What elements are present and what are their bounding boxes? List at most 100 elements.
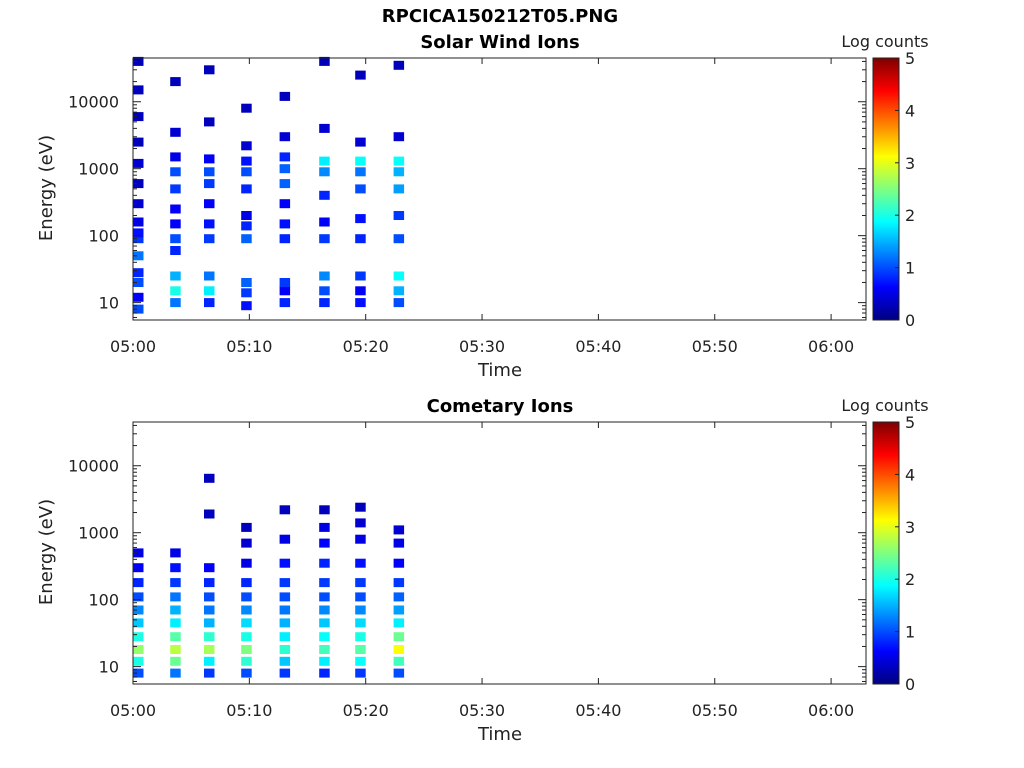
y-tick-label: 1000 <box>78 160 119 179</box>
data-cell <box>133 268 144 278</box>
data-cell <box>319 234 330 244</box>
data-cell <box>241 167 252 177</box>
colorbar-tick-label: 2 <box>905 206 915 225</box>
data-cell <box>241 522 252 532</box>
data-cell <box>241 605 252 615</box>
data-cell <box>393 167 405 177</box>
data-cell <box>204 578 215 588</box>
x-tick-label: 05:40 <box>575 337 621 356</box>
data-cell <box>355 156 366 166</box>
data-cell <box>355 645 366 654</box>
data-cell <box>355 184 366 194</box>
data-cell <box>133 618 144 628</box>
colorbar-gradient <box>872 421 900 685</box>
data-cell <box>170 234 181 244</box>
data-cell <box>355 271 366 281</box>
data-cell <box>204 632 215 642</box>
x-tick-label: 05:10 <box>226 701 272 720</box>
colorbar-tick-label: 5 <box>905 413 915 432</box>
data-cell <box>355 632 366 642</box>
data-cell <box>393 525 405 535</box>
panel-title: Cometary Ions <box>427 396 574 417</box>
data-cell <box>393 298 405 308</box>
data-cell <box>319 632 330 642</box>
data-cell <box>279 132 291 142</box>
data-cell <box>133 112 144 122</box>
spectrogram-plot: 05:00 05:10 05:20 05:30 05:40 05:50 06:00 10 100… <box>68 56 867 356</box>
data-cell <box>279 278 291 287</box>
data-cell <box>319 56 330 66</box>
data-cell <box>170 548 181 558</box>
data-cell <box>204 509 215 519</box>
data-cell <box>355 668 366 678</box>
data-cell <box>204 473 215 483</box>
data-cell <box>393 271 405 281</box>
data-cell <box>393 618 405 628</box>
x-tick-label: 05:00 <box>110 337 156 356</box>
y-axis-label: Energy (eV) <box>36 499 57 605</box>
data-cell <box>204 219 215 229</box>
colorbar-label: Log counts <box>841 396 928 415</box>
data-cell <box>170 645 181 654</box>
data-cell <box>279 298 291 308</box>
data-cell <box>241 103 252 113</box>
data-cell <box>279 199 291 209</box>
data-cell <box>170 605 181 615</box>
spectrogram-plot: 05:00 05:10 05:20 05:30 05:40 05:50 06:00 10 100… <box>68 421 867 720</box>
data-cell <box>319 645 330 654</box>
data-cell <box>319 558 330 568</box>
data-cell <box>133 548 144 558</box>
data-cell <box>241 234 252 244</box>
y-tick-label: 10 <box>99 294 119 313</box>
data-cell <box>393 538 405 548</box>
x-tick-label: 05:00 <box>110 701 156 720</box>
data-cell <box>319 271 330 281</box>
data-cell <box>279 534 291 544</box>
data-cell <box>241 668 252 678</box>
data-cell <box>279 578 291 588</box>
data-cell <box>319 538 330 548</box>
data-cell <box>204 271 215 281</box>
x-axis-label: Time <box>477 360 522 381</box>
data-cell <box>170 204 181 214</box>
data-cell <box>319 190 330 200</box>
colorbar-tick-label: 1 <box>905 623 915 642</box>
data-cell <box>355 558 366 568</box>
y-tick-label: 10000 <box>68 457 119 476</box>
data-cell <box>319 167 330 177</box>
colorbar-tick-label: 0 <box>905 675 915 694</box>
y-tick-label: 10000 <box>68 93 119 112</box>
data-cell <box>170 578 181 588</box>
data-cell <box>279 558 291 568</box>
data-cell <box>241 288 252 298</box>
y-tick-label: 1000 <box>78 524 119 543</box>
data-cell <box>170 298 181 308</box>
data-cell <box>241 558 252 568</box>
data-cell <box>133 251 144 261</box>
data-cell <box>279 605 291 615</box>
data-cell <box>170 246 181 255</box>
x-tick-label: 05:20 <box>343 337 389 356</box>
x-tick-label: 05:40 <box>575 701 621 720</box>
colorbar-tick-label: 2 <box>905 570 915 589</box>
data-cell <box>133 563 144 573</box>
colorbar-tick-label: 5 <box>905 49 915 68</box>
data-cell <box>393 605 405 615</box>
data-cell <box>241 211 252 220</box>
data-cell <box>355 578 366 588</box>
data-cell <box>241 156 252 166</box>
colorbar-tick-label: 0 <box>905 311 915 330</box>
data-cell <box>393 184 405 194</box>
data-cell <box>279 656 291 666</box>
data-cell <box>241 645 252 654</box>
data-cell <box>133 228 144 238</box>
data-cell <box>204 618 215 628</box>
data-cell <box>393 656 405 666</box>
cometary-panel: Cometary Ions Log counts Time Energy (eV… <box>36 396 929 745</box>
data-cell <box>319 618 330 628</box>
data-cell <box>204 199 215 209</box>
data-cell <box>393 558 405 568</box>
data-cell <box>133 199 144 209</box>
data-cell <box>170 563 181 573</box>
